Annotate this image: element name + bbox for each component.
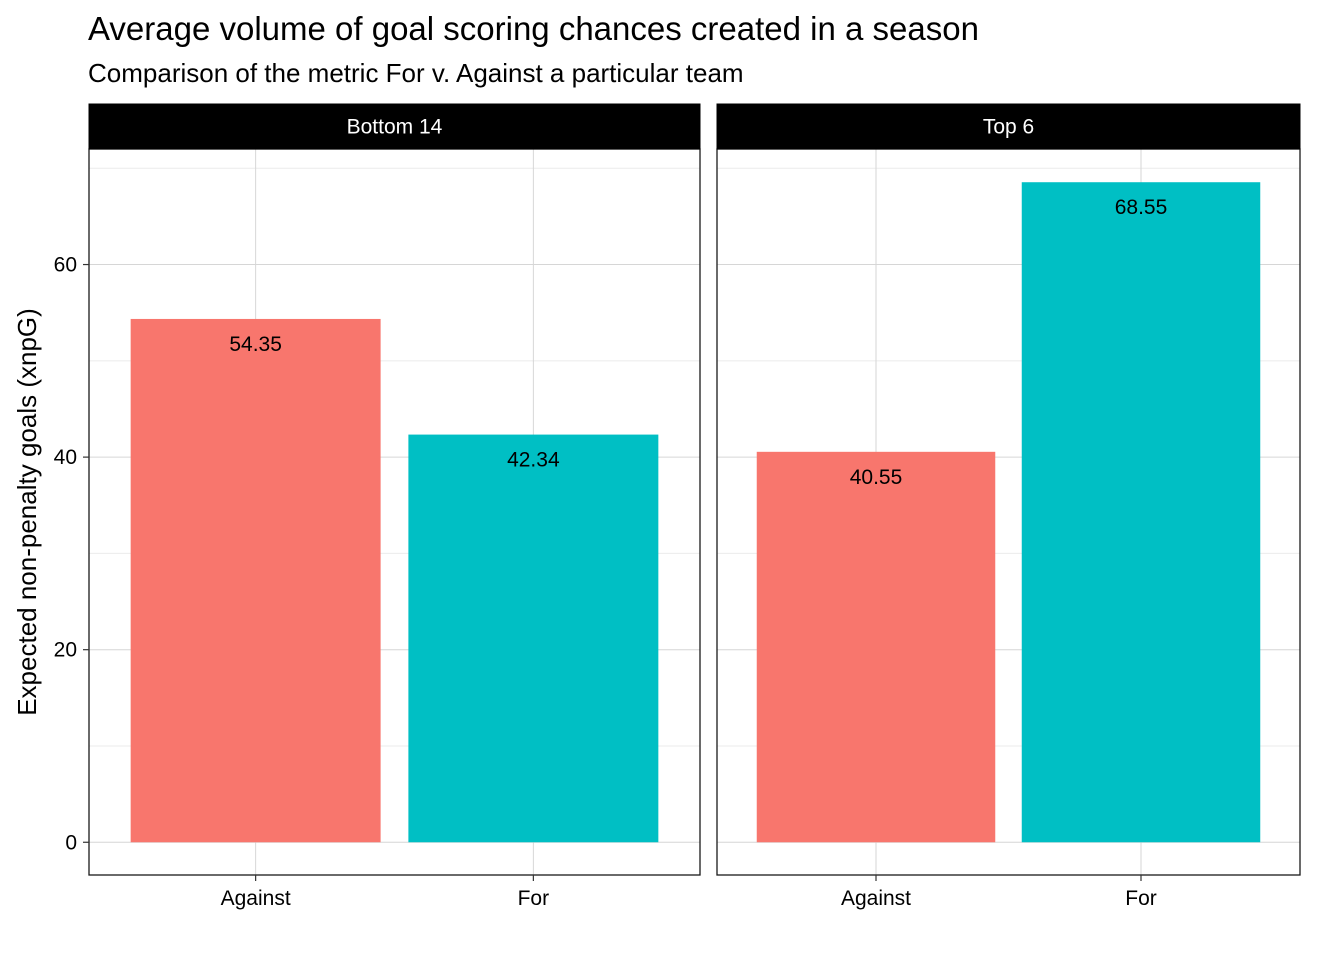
facet-strip-label: Top 6 bbox=[983, 116, 1034, 139]
facet-strip-label: Bottom 14 bbox=[347, 116, 443, 139]
bar-value-label: 54.35 bbox=[229, 333, 282, 356]
y-tick-label: 60 bbox=[54, 254, 77, 277]
facet-panel: 40.55 68.55 Top 6 Against For bbox=[716, 103, 1301, 910]
bar-for bbox=[1021, 182, 1261, 843]
bar-value-label: 40.55 bbox=[850, 466, 903, 489]
bar-against bbox=[130, 318, 381, 843]
chart-title: Average volume of goal scoring chances c… bbox=[88, 10, 979, 47]
x-tick-label: Against bbox=[841, 887, 911, 910]
bar-for bbox=[408, 434, 659, 843]
chart-subtitle: Comparison of the metric For v. Against … bbox=[88, 58, 744, 88]
x-tick-label: Against bbox=[221, 887, 291, 910]
y-tick-label: 0 bbox=[65, 831, 77, 854]
bar-value-label: 42.34 bbox=[507, 449, 560, 472]
facet-panels: 54.35 42.34 Bottom 14 Against For 40.55 68.55 T… bbox=[54, 103, 1301, 910]
facet-strip bbox=[88, 103, 701, 150]
x-tick-label: For bbox=[1125, 887, 1157, 910]
facet-strip bbox=[716, 103, 1301, 150]
x-tick-label: For bbox=[518, 887, 550, 910]
facet-panel: 54.35 42.34 Bottom 14 Against For bbox=[88, 103, 701, 910]
bar-against bbox=[756, 451, 996, 843]
y-tick-label: 40 bbox=[54, 446, 77, 469]
bar-value-label: 68.55 bbox=[1115, 196, 1168, 219]
y-tick-label: 20 bbox=[54, 639, 77, 662]
y-axis-label: Expected non-penalty goals (xnpG) bbox=[12, 308, 42, 716]
